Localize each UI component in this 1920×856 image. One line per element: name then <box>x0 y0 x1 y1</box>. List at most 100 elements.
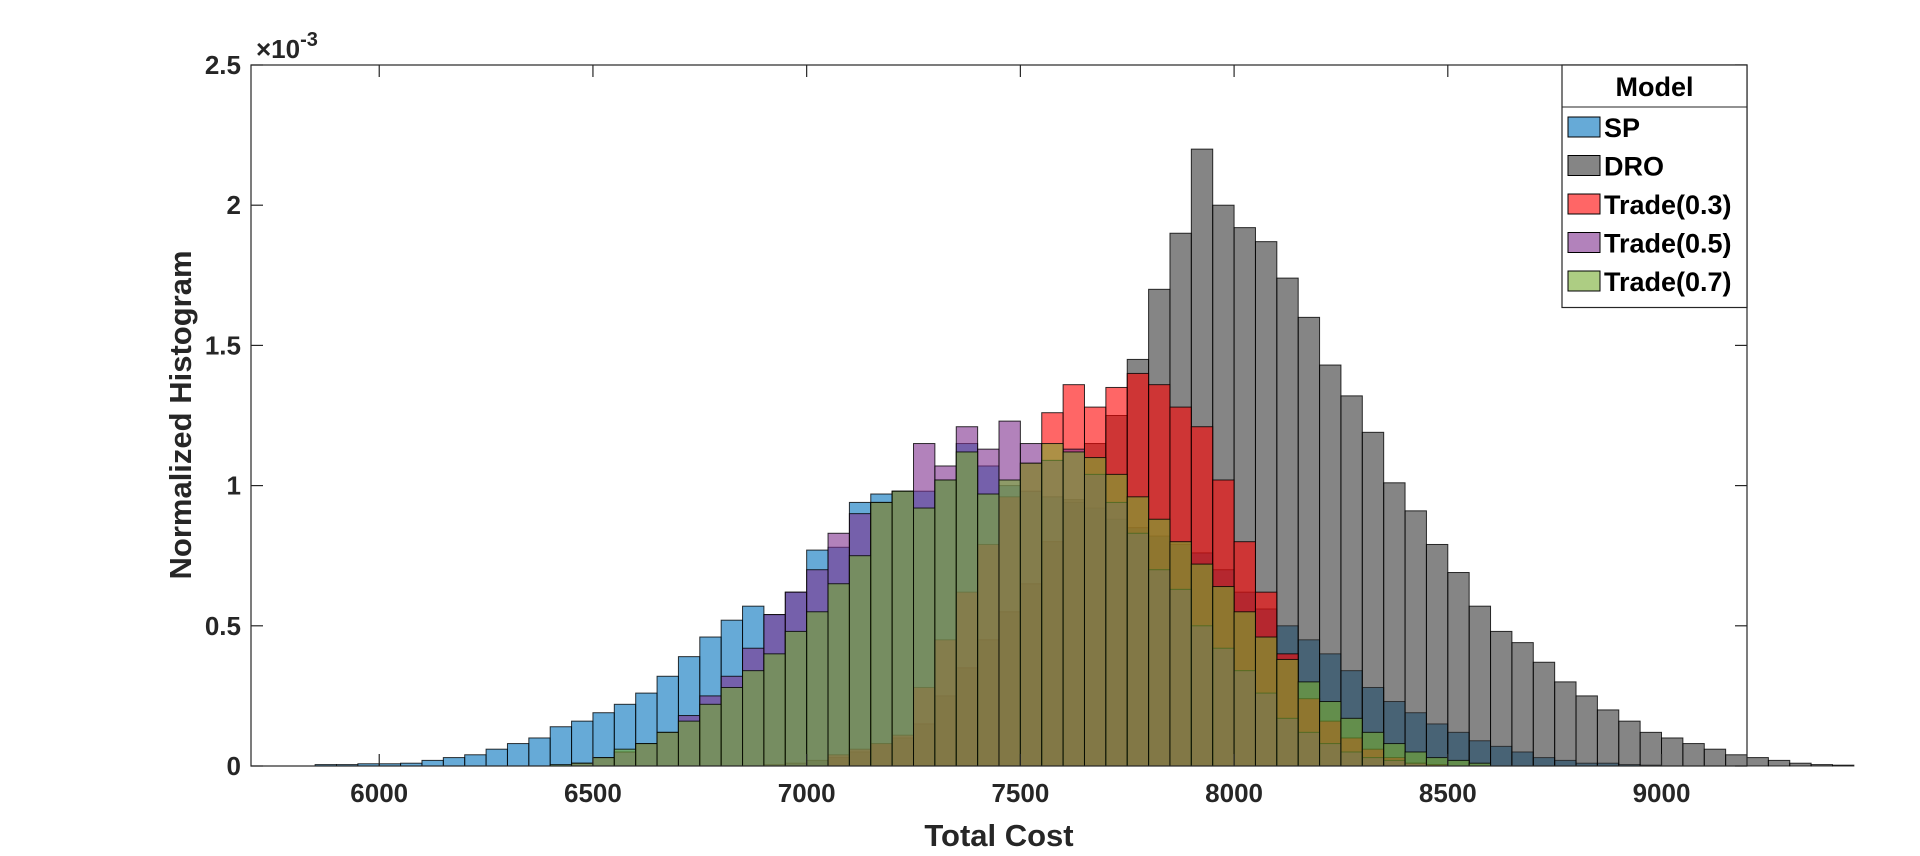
histogram-bar <box>1404 751 1427 767</box>
histogram-bar <box>806 611 829 767</box>
histogram-bar <box>1425 757 1449 767</box>
ticks-layer: 6000 6500 7000 7500 8000 8500 9000 0 0.5 1 1.5 2 2.5 <box>205 50 1747 808</box>
histogram-bar <box>1810 764 1833 767</box>
legend-box <box>1561 64 1748 309</box>
histogram-bar <box>1126 496 1150 767</box>
y-tick-label: 2.5 <box>205 50 241 80</box>
histogram-bar <box>421 759 444 767</box>
histogram-bar <box>827 583 850 767</box>
histogram-bar <box>1340 717 1363 767</box>
histogram-bar <box>1789 762 1812 767</box>
legend-item-label: Trade(0.5) <box>1604 229 1732 259</box>
histogram-bar <box>1383 482 1406 767</box>
histogram-bar <box>998 479 1021 767</box>
histogram-bar <box>934 479 957 767</box>
histogram-bar <box>1468 605 1492 767</box>
bars-layer <box>314 148 1855 767</box>
histogram-bar <box>506 743 530 767</box>
histogram-bar <box>1661 737 1684 767</box>
histogram-bar <box>1404 510 1427 767</box>
x-tick-label: 7500 <box>991 778 1049 808</box>
axes-box <box>250 64 1748 767</box>
legend-swatch <box>1567 270 1601 292</box>
histogram-bar <box>1703 748 1727 767</box>
histogram-bar <box>1618 720 1641 767</box>
histogram-bar <box>1297 681 1321 767</box>
histogram-bar <box>1041 443 1064 767</box>
axes-layer <box>250 64 1748 767</box>
series-Trade(0.7) <box>549 443 1492 767</box>
histogram-bar <box>1254 636 1278 767</box>
y-tick-label: 1.5 <box>205 330 241 360</box>
legend-item-label: Trade(0.7) <box>1604 267 1732 297</box>
histogram-bar <box>1575 695 1598 767</box>
x-tick-label: 6000 <box>350 778 408 808</box>
legend: Model SP DRO Trade(0.3) Trade(0.5) Trade(0.7) <box>1561 64 1748 309</box>
x-tick-label: 8000 <box>1205 778 1263 808</box>
histogram-bar <box>528 737 551 767</box>
x-tick-label: 9000 <box>1633 778 1691 808</box>
histogram-bar <box>1725 754 1748 767</box>
histogram-bar <box>1361 731 1385 767</box>
histogram-bar <box>1169 541 1192 767</box>
histogram-bar <box>571 720 594 767</box>
y-tick-label: 2 <box>227 190 241 220</box>
histogram-bar <box>677 720 701 767</box>
legend-title: Model <box>1616 72 1694 102</box>
histogram-bar <box>1511 642 1534 767</box>
legend-swatch <box>1567 193 1601 215</box>
histogram-bar <box>1425 543 1449 767</box>
x-tick-label: 8500 <box>1419 778 1477 808</box>
histogram-bar <box>1276 658 1299 767</box>
histogram-bar <box>1105 473 1128 767</box>
histogram-bar <box>1447 572 1470 767</box>
x-tick-label: 6500 <box>564 778 622 808</box>
histogram-bar <box>1190 563 1214 767</box>
histogram-bar <box>1212 586 1235 767</box>
histogram-bar <box>1319 701 1342 767</box>
histogram-bar <box>1361 431 1385 767</box>
legend-swatch <box>1567 116 1601 138</box>
y-exponent-label: ×10-3 <box>256 29 318 64</box>
x-tick-label: 7000 <box>778 778 836 808</box>
histogram-bar <box>464 754 487 767</box>
legend-item-label: DRO <box>1604 152 1664 182</box>
histogram-bar <box>977 493 1000 767</box>
histogram-bar <box>1532 661 1556 767</box>
histogram-bar <box>763 653 786 767</box>
histogram-bar <box>1233 611 1256 767</box>
histogram-bar <box>1447 759 1470 767</box>
y-tick-label: 0.5 <box>205 611 241 641</box>
histogram-bar <box>1148 518 1171 767</box>
histogram-bar <box>1062 451 1085 767</box>
x-axis-label: Total Cost <box>924 818 1073 853</box>
histogram-bar <box>1682 743 1705 767</box>
y-tick-label: 0 <box>227 751 241 781</box>
histogram-bar <box>1383 743 1406 767</box>
histogram-bar <box>1639 731 1663 767</box>
legend-item-label: SP <box>1604 113 1640 143</box>
histogram-bar <box>656 731 679 767</box>
histogram-bar <box>635 743 658 767</box>
histogram-bar <box>870 501 893 767</box>
histogram-bar <box>1554 681 1577 767</box>
histogram-bar <box>742 670 765 767</box>
legend-swatch <box>1567 232 1601 253</box>
histogram-bar <box>549 726 573 767</box>
histogram-bar <box>613 748 637 767</box>
histogram-bar <box>442 757 466 767</box>
histogram-bar <box>1019 462 1043 767</box>
y-tick-label: 1 <box>227 471 241 501</box>
histogram-bar <box>720 686 744 767</box>
histogram-bar <box>1083 457 1107 767</box>
histogram-bar <box>1831 764 1855 767</box>
y-axis-label: Normalized Histogram <box>163 250 198 579</box>
histogram-bar <box>1596 709 1620 767</box>
histogram-bar <box>1340 395 1363 767</box>
histogram-bar <box>485 748 508 767</box>
histogram-bar <box>699 703 722 767</box>
histogram-bar <box>913 507 936 767</box>
legend-item-label: Trade(0.3) <box>1604 190 1732 220</box>
histogram-bar <box>955 451 979 767</box>
